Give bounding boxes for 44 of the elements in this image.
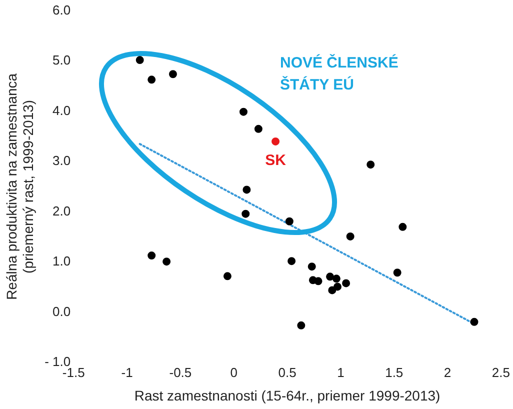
point <box>242 186 251 194</box>
point <box>328 286 336 294</box>
annotation: NOVÉ ČLENSKÉ ŠTÁTY EÚ <box>280 54 398 94</box>
point <box>314 277 322 286</box>
annotation: SK <box>265 152 286 170</box>
x-tick-label: -0.5 <box>169 364 192 380</box>
point <box>326 272 334 281</box>
point <box>470 318 478 326</box>
x-axis-title: Rast zamestnanosti (15-64r., priemer 1999-2013) <box>134 387 440 404</box>
point <box>162 258 171 266</box>
y-tick-label: 3.0 <box>52 153 71 168</box>
point <box>342 279 350 288</box>
y-tick-label: 6.0 <box>52 2 71 18</box>
point <box>366 160 375 169</box>
x-tick-label: 0 <box>230 364 238 380</box>
point <box>168 70 177 78</box>
y-axis-title: Reálna produktivita na zamestnanca (priemerný rast, 1999-2013) <box>3 73 36 300</box>
point <box>239 108 248 116</box>
x-tick-label: 1.5 <box>385 364 404 380</box>
point <box>285 217 294 226</box>
x-tick-label: -1 <box>121 364 133 380</box>
x-tick-label: 2.5 <box>492 364 510 380</box>
point <box>308 262 316 271</box>
point <box>223 272 232 280</box>
y-tick-label: 4.0 <box>52 102 71 118</box>
point <box>297 321 306 330</box>
point <box>254 124 262 133</box>
y-tick-label: 0.0 <box>52 304 71 319</box>
point <box>393 268 402 277</box>
point <box>148 76 156 84</box>
y-tick-label: 1.0 <box>52 254 71 269</box>
point <box>148 252 156 260</box>
point <box>398 222 407 231</box>
point <box>288 257 296 266</box>
point <box>332 274 340 283</box>
point <box>242 210 250 218</box>
x-tick-label: 1 <box>337 364 344 380</box>
point <box>136 56 144 64</box>
y-tick-label: 2.0 <box>52 203 71 218</box>
x-tick-label: 0.5 <box>278 364 296 380</box>
y-tick-label: 5.0 <box>52 52 71 68</box>
point <box>346 232 354 240</box>
x-tick-label: 2 <box>444 364 452 380</box>
point <box>272 137 280 146</box>
